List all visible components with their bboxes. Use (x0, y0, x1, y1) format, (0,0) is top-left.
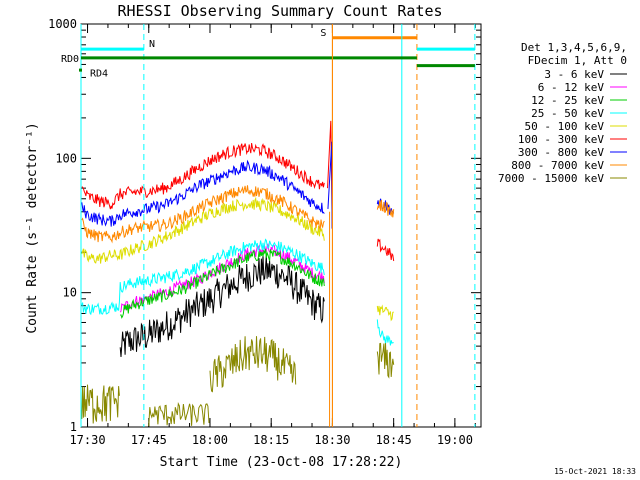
legend-label: 3 - 6 keV (544, 68, 604, 81)
series-line (81, 159, 325, 227)
series-line (376, 200, 395, 218)
series-line (376, 319, 394, 346)
x-tick-label: 17:30 (69, 433, 105, 447)
x-tick-label: 18:30 (314, 433, 350, 447)
annotation-label: RD4 (90, 69, 108, 80)
y-tick-label: 1 (70, 420, 77, 434)
series-line (376, 342, 395, 379)
legend-label: 7000 - 15000 keV (498, 172, 604, 185)
rd4-marker (79, 68, 82, 72)
series-layer (81, 120, 395, 427)
y-axis-label: Count Rate (s⁻¹ detector⁻¹) (25, 122, 40, 333)
series-line (81, 238, 325, 316)
series-line (81, 196, 325, 264)
legend: Det 1,3,4,5,6,9, FDecim 1, Att 0 3 - 6 k… (498, 41, 627, 185)
legend-label: 50 - 100 keV (525, 120, 605, 133)
y-axis-ticks: 1 10 100 1000 (48, 17, 481, 434)
y-tick-label: 100 (55, 151, 77, 165)
x-tick-label: 18:00 (192, 433, 228, 447)
x-axis-ticks: 17:30 17:45 18:00 18:15 18:30 18:45 19:00 (69, 24, 476, 447)
x-tick-label: 17:45 (131, 433, 167, 447)
legend-header-line-1: Det 1,3,4,5,6,9, (521, 41, 627, 54)
x-tick-label: 18:15 (253, 433, 289, 447)
series-line (81, 185, 325, 244)
x-tick-label: 18:45 (376, 433, 412, 447)
timestamp: 15-Oct-2021 18:33 (554, 467, 636, 476)
series-line (81, 143, 325, 210)
series-line-low-band (81, 384, 120, 424)
y-tick-label: 1000 (48, 17, 77, 31)
x-tick-label: 19:00 (437, 433, 473, 447)
series-line-low-band (148, 402, 210, 427)
legend-header-line-2: FDecim 1, Att 0 (528, 54, 627, 67)
annotation-label: S (320, 28, 326, 39)
annotation-label: RD0 (61, 54, 79, 65)
series-line (376, 304, 394, 322)
legend-label: 6 - 12 keV (538, 81, 605, 94)
series-line (119, 254, 325, 358)
annotation-label: N (149, 39, 155, 50)
legend-label: 25 - 50 keV (531, 107, 604, 120)
legend-label: 12 - 25 keV (531, 94, 604, 107)
legend-label: 300 - 800 keV (518, 146, 604, 159)
annotation-layer: N S RD0 RD4 (61, 24, 476, 427)
legend-label: 100 - 300 keV (518, 133, 604, 146)
chart-title: RHESSI Observing Summary Count Rates (117, 2, 442, 20)
series-line (120, 248, 325, 319)
legend-label: 800 - 7000 keV (511, 159, 604, 172)
series-line (376, 238, 395, 262)
series-line (209, 336, 297, 393)
y-tick-label: 10 (63, 286, 77, 300)
x-axis-label: Start Time (23-Oct-08 17:28:22) (160, 455, 403, 470)
